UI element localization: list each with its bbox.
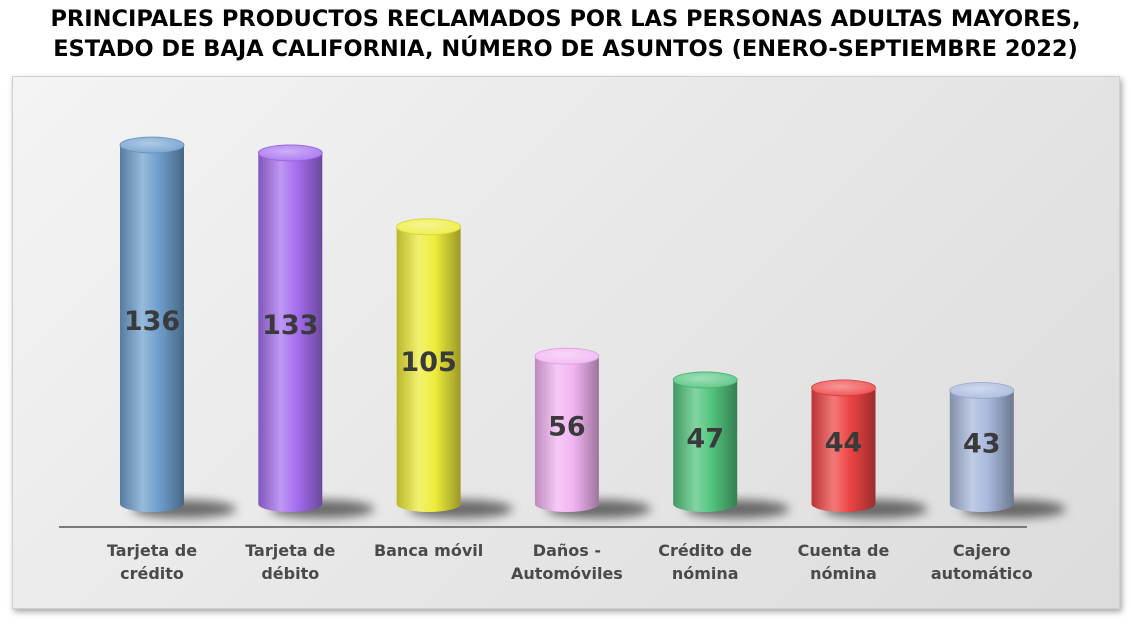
category-label: Tarjeta de crédito (107, 541, 197, 583)
bar-top (672, 371, 738, 389)
bar-top (949, 382, 1015, 399)
data-label: 47 (686, 423, 724, 454)
data-label: 105 (400, 347, 456, 378)
labels-layer: 136 Tarjeta de crédito 133 Tarjeta de débito 1… (107, 306, 1033, 583)
bar-top (811, 379, 876, 397)
data-label: 136 (124, 306, 180, 337)
bar-body (673, 379, 738, 512)
bar-top (396, 218, 462, 236)
bar (257, 144, 323, 512)
category-label: Daños -Automóviles (511, 541, 623, 583)
bar-chart: 136 Tarjeta de crédito 133 Tarjeta de débito 1… (59, 136, 1066, 583)
bar (949, 382, 1015, 512)
bar (672, 371, 738, 512)
category-label: Cajero automático (931, 541, 1033, 583)
bar-body (534, 356, 599, 512)
bar-body (396, 226, 461, 513)
bar-top (534, 347, 600, 365)
chart-title: PRINCIPALES PRODUCTOS RECLAMADOS POR LAS… (0, 4, 1131, 64)
chart-area: 136 Tarjeta de crédito 133 Tarjeta de débito 1… (12, 76, 1120, 609)
bar-body (949, 390, 1014, 512)
bar (534, 347, 600, 512)
bar-body (120, 145, 184, 512)
bars-layer (119, 136, 1015, 513)
bar-top (119, 136, 185, 154)
data-label: 43 (963, 429, 1001, 460)
bar (119, 136, 185, 512)
data-label: 44 (825, 427, 863, 458)
data-label: 56 (548, 412, 586, 443)
bar-body (811, 387, 876, 512)
bar-top (257, 144, 323, 162)
bar-body (258, 152, 323, 512)
chart-title-line-1: PRINCIPALES PRODUCTOS RECLAMADOS POR LAS… (50, 6, 1081, 32)
category-label: Cuenta de nómina (798, 541, 890, 583)
category-label: Banca móvil (374, 541, 483, 560)
category-label: Tarjeta de débito (245, 541, 335, 583)
chart-title-line-2: ESTADO DE BAJA CALIFORNIA, NÚMERO DE ASU… (53, 36, 1078, 62)
data-label: 133 (262, 310, 318, 341)
bar (811, 379, 876, 512)
category-label: Crédito de nómina (658, 541, 752, 583)
bar (396, 218, 462, 513)
